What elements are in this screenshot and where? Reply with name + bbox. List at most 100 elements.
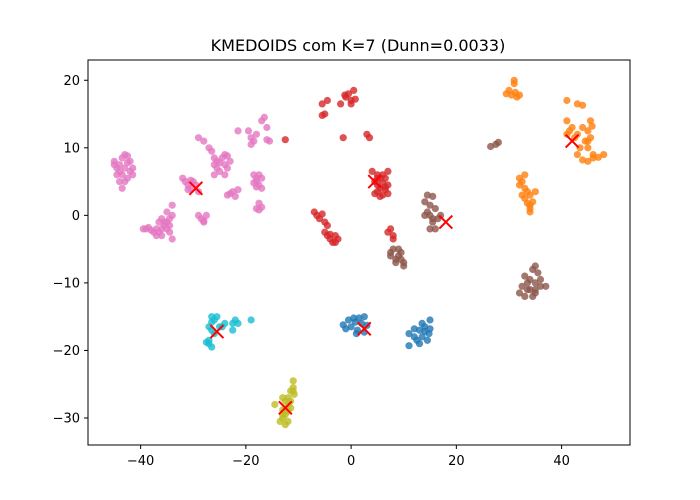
scatter-point xyxy=(129,171,137,179)
scatter-point xyxy=(431,205,439,213)
scatter-point xyxy=(579,156,587,164)
medoid-stroke xyxy=(188,181,204,196)
scatter-point xyxy=(584,127,592,135)
y-tick-label: 20 xyxy=(63,74,80,89)
scatter-point xyxy=(223,164,231,172)
scatter-point xyxy=(318,111,326,119)
scatter-point xyxy=(252,130,260,138)
scatter-point xyxy=(163,208,171,216)
x-tick-label: 40 xyxy=(553,454,570,469)
scatter-point xyxy=(341,91,349,99)
scatter-point xyxy=(350,314,358,322)
scatter-point xyxy=(425,330,433,338)
scatter-point xyxy=(542,282,550,290)
scatter-point xyxy=(368,167,376,175)
medoid-stroke xyxy=(438,214,454,230)
scatter-point xyxy=(337,100,345,108)
scatter-point xyxy=(289,387,297,395)
cluster-4 xyxy=(110,113,274,243)
scatter-point xyxy=(258,174,266,182)
scatter-point xyxy=(521,171,529,179)
scatter-point xyxy=(421,211,429,219)
medoid-markers xyxy=(188,133,580,416)
medoid-stroke xyxy=(357,321,372,337)
scatter-point xyxy=(205,340,213,348)
scatter-point xyxy=(426,201,434,209)
scatter-point xyxy=(410,325,418,333)
scatter-point xyxy=(152,225,160,233)
scatter-point xyxy=(526,208,534,216)
scatter-point xyxy=(387,252,395,260)
scatter-point xyxy=(579,101,587,109)
medoid-marker xyxy=(278,400,293,416)
scatter-point xyxy=(584,137,592,145)
scatter-point xyxy=(429,192,437,200)
scatter-point xyxy=(502,90,510,98)
scatter-point xyxy=(194,134,203,142)
scatter-point xyxy=(168,201,176,209)
scatter-point xyxy=(110,161,118,169)
scatter-point xyxy=(392,259,400,267)
scatter-point xyxy=(426,225,434,233)
scatter-point xyxy=(113,171,121,179)
cluster-1 xyxy=(502,76,608,216)
scatter-point xyxy=(326,230,334,238)
scatter-point xyxy=(586,117,595,125)
scatter-point xyxy=(400,262,408,270)
scatter-point xyxy=(200,137,208,145)
scatter-point xyxy=(187,176,195,184)
scatter-point xyxy=(166,228,174,236)
scatter-point xyxy=(588,122,596,130)
scatter-point xyxy=(234,127,242,135)
scatter-point xyxy=(521,272,529,280)
medoid-stroke xyxy=(564,133,580,149)
scatter-point xyxy=(123,159,132,167)
scatter-point xyxy=(208,147,216,155)
cluster-3 xyxy=(387,138,550,300)
cluster-2 xyxy=(281,86,397,246)
scatter-point xyxy=(221,171,229,179)
scatter-point xyxy=(418,333,426,341)
scatter-point xyxy=(350,86,358,94)
scatter-point xyxy=(518,191,526,199)
scatter-point xyxy=(168,235,176,243)
scatter-point xyxy=(531,289,539,297)
y-tick-label: 10 xyxy=(63,141,80,156)
scatter-point xyxy=(121,164,129,172)
scatter-point xyxy=(529,198,537,206)
scatter-point xyxy=(210,171,218,179)
medoid-stroke xyxy=(209,324,225,339)
scatter-point xyxy=(263,136,271,144)
scatter-point xyxy=(123,152,132,160)
scatter-point xyxy=(387,225,395,233)
scatter-point xyxy=(323,96,331,105)
scatter-point xyxy=(423,336,431,344)
scatter-point xyxy=(534,269,542,277)
scatter-point xyxy=(521,292,529,300)
scatter-point xyxy=(168,211,176,219)
scatter-point xyxy=(531,279,539,287)
scatter-point xyxy=(531,262,539,270)
scatter-point xyxy=(523,286,532,294)
scatter-point xyxy=(184,186,192,194)
scatter-point xyxy=(579,123,587,132)
y-tick-label: 0 xyxy=(72,209,80,224)
scatter-point xyxy=(515,91,524,99)
scatter-point xyxy=(260,113,268,121)
scatter-point xyxy=(118,171,126,179)
scatter-point xyxy=(263,123,271,132)
scatter-point xyxy=(216,167,224,175)
scatter-point xyxy=(158,232,166,240)
x-tick-label: 20 xyxy=(448,454,465,469)
scatter-point xyxy=(202,211,210,219)
scatter-point xyxy=(437,211,445,219)
x-tick-label: −40 xyxy=(127,454,154,469)
scatter-point xyxy=(389,235,397,243)
scatter-point xyxy=(226,157,234,165)
scatter-point xyxy=(129,164,137,172)
medoid-stroke xyxy=(278,400,293,416)
scatter-point xyxy=(279,394,287,402)
scatter-point xyxy=(166,221,174,230)
scatter-point xyxy=(600,151,608,159)
